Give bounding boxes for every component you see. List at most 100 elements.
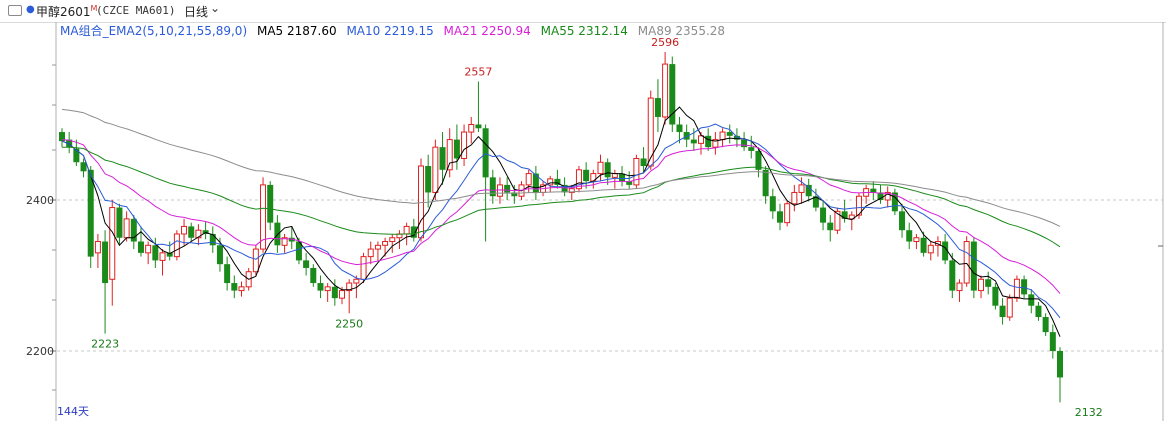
candle-body	[1021, 279, 1028, 295]
candle-body	[741, 139, 748, 148]
candle-body	[152, 245, 159, 261]
candle-body	[942, 241, 949, 261]
candle-body	[130, 218, 137, 242]
candle-body	[640, 158, 647, 167]
candle-body	[511, 192, 518, 197]
candle-body	[367, 248, 374, 258]
candle-body	[654, 98, 661, 117]
candle-body	[626, 181, 633, 185]
candle-body	[812, 196, 819, 208]
candle-body	[805, 184, 812, 197]
candle-body	[784, 203, 791, 224]
candle-body	[224, 264, 231, 284]
candle-body	[1028, 294, 1035, 306]
candle-body	[496, 184, 503, 197]
candle-body	[690, 139, 697, 144]
candle-body	[891, 192, 898, 212]
candle-body	[73, 148, 80, 163]
candle-body	[726, 132, 733, 136]
candle-body	[59, 132, 65, 142]
days-count-label: 144天	[57, 405, 89, 418]
candle-body	[216, 245, 223, 265]
candle-body	[389, 237, 396, 243]
candle-body	[317, 283, 324, 291]
candle-body	[992, 286, 999, 306]
candle-body	[597, 161, 604, 175]
candle-body	[1006, 297, 1013, 318]
candle-body	[432, 146, 439, 193]
ma5-line	[61, 106, 1061, 337]
y-tick-label-2400: 2400	[26, 194, 54, 207]
candle-body	[166, 252, 173, 257]
candle-body	[87, 169, 94, 257]
candle-body	[676, 124, 683, 133]
candle-body	[547, 178, 554, 186]
symbol-name[interactable]: 甲醇2601M	[36, 4, 98, 19]
candle-body	[303, 260, 310, 268]
ma-legend: MA组合_EMA2(5,10,21,55,89,0) MA5 2187.60 M…	[60, 22, 731, 38]
candle-body	[195, 229, 202, 239]
candle-body	[920, 237, 927, 253]
candle-body	[209, 233, 216, 246]
candle-body	[841, 211, 848, 219]
candle-body	[899, 211, 906, 231]
candle-body	[475, 124, 482, 129]
candle-body	[762, 169, 769, 197]
candle-body	[173, 233, 180, 258]
candle-body	[575, 169, 582, 190]
candle-body	[583, 169, 590, 182]
candle-body	[949, 260, 956, 291]
candle-body	[360, 256, 367, 280]
candle-body	[748, 147, 755, 151]
candle-body	[238, 286, 245, 292]
candle-body	[683, 132, 690, 140]
candle-body	[439, 147, 446, 170]
candle-body	[260, 184, 267, 250]
chart-header-bar: ● 甲醇2601M (CZCE MA601) 日线 ⌄	[0, 0, 1166, 23]
candle-body	[482, 128, 489, 178]
ma-group-label[interactable]: MA组合_EMA2(5,10,21,55,89,0)	[60, 24, 248, 38]
candle-body	[468, 124, 475, 133]
price-annotation-2223: 2223	[91, 338, 119, 351]
candle-body	[145, 244, 152, 254]
legend-ma89: MA89 2355.28	[637, 24, 726, 38]
window-toggle-icon[interactable]	[8, 5, 22, 16]
contract-marker: M	[90, 4, 98, 13]
legend-ma5: MA5 2187.60	[256, 24, 337, 38]
candle-body	[719, 131, 726, 141]
price-annotation-2132: 2132	[1075, 406, 1103, 419]
legend-ma55: MA55 2312.14	[540, 24, 628, 38]
candle-body	[137, 241, 144, 253]
candle-body	[848, 214, 855, 220]
candle-body	[791, 191, 798, 205]
period-selector[interactable]: 日线	[184, 5, 209, 19]
candle-body	[159, 252, 166, 261]
chevron-down-icon[interactable]: ⌄	[210, 1, 221, 15]
candle-body	[1042, 317, 1049, 333]
candle-body	[123, 218, 130, 239]
contract-code: (CZCE MA601)	[96, 4, 176, 17]
candle-body	[489, 177, 496, 197]
candle-body	[374, 244, 381, 250]
candle-body	[231, 283, 238, 291]
price-annotation-2250: 2250	[335, 317, 363, 330]
candle-body	[963, 241, 970, 284]
candle-body	[568, 188, 575, 193]
candle-body	[1013, 278, 1020, 299]
y-tick-label-2200: 2200	[26, 345, 54, 358]
ma10-line	[61, 123, 1061, 319]
candle-body	[446, 139, 453, 171]
candle-body	[669, 64, 676, 125]
candle-body	[647, 97, 654, 167]
ma89-line	[61, 108, 1061, 227]
candle-body	[102, 241, 109, 284]
candle-body	[978, 278, 985, 292]
candle-body	[705, 135, 712, 148]
legend-ma21: MA21 2250.94	[443, 24, 531, 38]
candle-body	[798, 184, 805, 193]
candle-body	[834, 210, 841, 231]
ma21-line	[61, 139, 1061, 294]
candle-body	[554, 178, 561, 185]
candle-body	[267, 184, 274, 223]
